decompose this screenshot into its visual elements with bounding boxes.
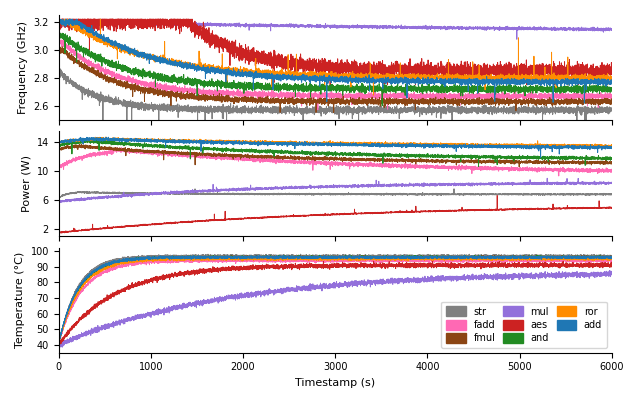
Y-axis label: Temperature (°C): Temperature (°C) [15, 252, 25, 349]
Legend: str, fadd, fmul, mul, aes, and, ror, add: str, fadd, fmul, mul, aes, and, ror, add [442, 301, 607, 348]
Y-axis label: Power (W): Power (W) [21, 156, 31, 212]
Y-axis label: Frequency (GHz): Frequency (GHz) [18, 21, 28, 114]
X-axis label: Timestamp (s): Timestamp (s) [295, 378, 375, 388]
